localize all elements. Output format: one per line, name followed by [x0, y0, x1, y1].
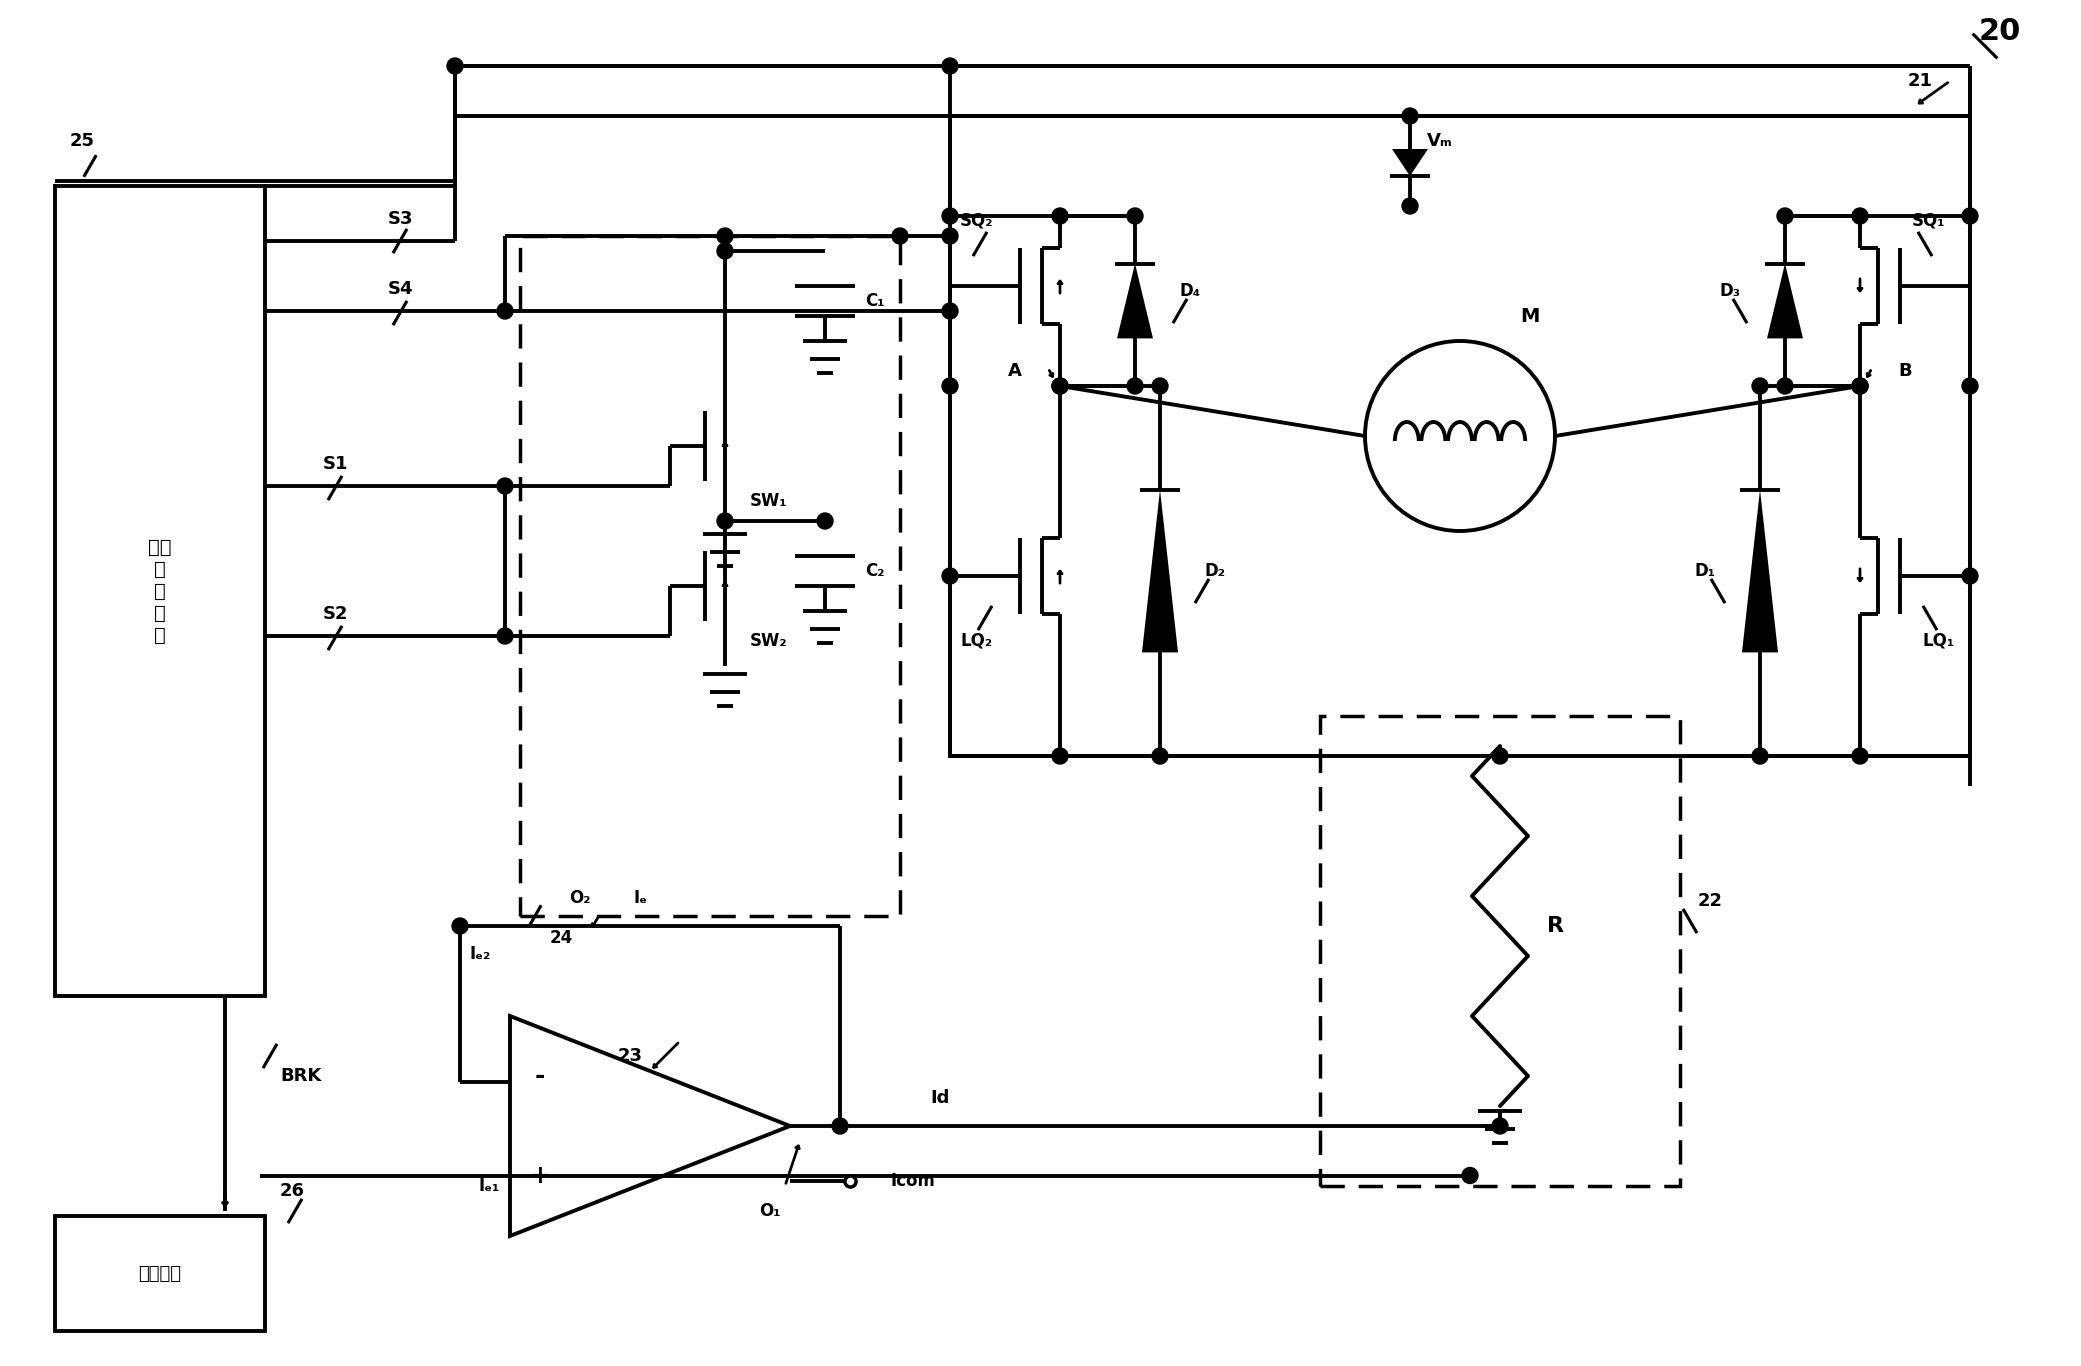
- Circle shape: [1752, 378, 1769, 393]
- Polygon shape: [1742, 489, 1777, 653]
- Text: D₄: D₄: [1180, 281, 1201, 301]
- Text: Icom: Icom: [891, 1172, 934, 1190]
- Circle shape: [1403, 198, 1417, 214]
- Text: BRK: BRK: [281, 1067, 320, 1085]
- Bar: [951, 116, 1971, 755]
- Text: SW₂: SW₂: [749, 632, 787, 650]
- Circle shape: [447, 57, 462, 74]
- Text: SW₁: SW₁: [749, 492, 787, 510]
- Polygon shape: [1117, 264, 1153, 339]
- Circle shape: [1752, 749, 1769, 764]
- Circle shape: [1053, 378, 1068, 393]
- Circle shape: [1777, 208, 1794, 224]
- Text: S1: S1: [323, 455, 348, 473]
- Polygon shape: [1767, 264, 1802, 339]
- Circle shape: [1852, 378, 1869, 393]
- Circle shape: [1053, 378, 1068, 393]
- Text: Id: Id: [930, 1089, 949, 1106]
- Text: 23: 23: [618, 1046, 643, 1065]
- Circle shape: [1153, 378, 1167, 393]
- Circle shape: [1463, 1168, 1478, 1183]
- Text: 21: 21: [1908, 72, 1933, 90]
- Circle shape: [1852, 749, 1869, 764]
- Text: O₁: O₁: [760, 1202, 780, 1220]
- Bar: [54, 1216, 264, 1330]
- Text: Iₑ₂: Iₑ₂: [470, 945, 491, 963]
- Text: S2: S2: [323, 605, 348, 623]
- Text: D₁: D₁: [1694, 561, 1715, 581]
- Circle shape: [1852, 208, 1869, 224]
- Text: D₂: D₂: [1205, 561, 1226, 581]
- Polygon shape: [1392, 149, 1428, 176]
- Text: S4: S4: [387, 280, 412, 298]
- Circle shape: [1962, 568, 1979, 585]
- Text: 20: 20: [1979, 16, 2021, 45]
- Circle shape: [818, 514, 832, 529]
- Text: +: +: [529, 1164, 551, 1188]
- Circle shape: [1777, 378, 1794, 393]
- Text: M: M: [1521, 306, 1540, 325]
- Circle shape: [1053, 208, 1068, 224]
- Text: S3: S3: [387, 210, 412, 228]
- Text: A: A: [1007, 362, 1022, 380]
- Bar: [54, 186, 264, 996]
- Text: LQ₁: LQ₁: [1923, 632, 1954, 650]
- Circle shape: [452, 918, 468, 934]
- Text: C₂: C₂: [866, 561, 884, 581]
- Circle shape: [718, 243, 733, 260]
- Circle shape: [893, 228, 907, 245]
- Text: Vₘ: Vₘ: [1428, 133, 1453, 150]
- Text: Iₑ: Iₑ: [633, 889, 647, 907]
- Circle shape: [1962, 378, 1979, 393]
- Text: R: R: [1546, 917, 1563, 936]
- Circle shape: [1403, 108, 1417, 124]
- Text: 制动电路: 制动电路: [139, 1265, 181, 1283]
- Circle shape: [497, 628, 514, 643]
- Circle shape: [1492, 1117, 1509, 1134]
- Circle shape: [832, 1117, 847, 1134]
- Bar: [1319, 716, 1679, 1186]
- Text: LQ₂: LQ₂: [959, 632, 993, 650]
- Text: D₃: D₃: [1719, 281, 1740, 301]
- Circle shape: [1128, 208, 1142, 224]
- Text: 状态
控
制
电
路: 状态 控 制 电 路: [148, 537, 173, 645]
- Circle shape: [943, 228, 957, 245]
- Text: SQ₁: SQ₁: [1912, 212, 1946, 229]
- Circle shape: [943, 57, 957, 74]
- Circle shape: [1962, 208, 1979, 224]
- Text: 24: 24: [549, 929, 572, 947]
- Circle shape: [718, 514, 733, 529]
- Bar: [520, 236, 899, 917]
- Circle shape: [943, 208, 957, 224]
- Text: SQ₂: SQ₂: [959, 212, 993, 229]
- Circle shape: [943, 568, 957, 585]
- Text: C₁: C₁: [866, 292, 884, 310]
- Text: O₂: O₂: [570, 889, 591, 907]
- Text: Iₑ₁: Iₑ₁: [479, 1177, 499, 1195]
- Circle shape: [943, 303, 957, 320]
- Circle shape: [718, 228, 733, 245]
- Text: 25: 25: [71, 133, 96, 150]
- Circle shape: [497, 303, 514, 320]
- Text: B: B: [1898, 362, 1912, 380]
- Circle shape: [1128, 378, 1142, 393]
- Circle shape: [1492, 749, 1509, 764]
- Circle shape: [943, 378, 957, 393]
- Text: 22: 22: [1698, 892, 1723, 910]
- Text: -: -: [535, 1064, 545, 1087]
- Circle shape: [497, 478, 514, 494]
- Circle shape: [1053, 749, 1068, 764]
- Text: 26: 26: [281, 1182, 306, 1199]
- Polygon shape: [1142, 489, 1178, 653]
- Circle shape: [1852, 378, 1869, 393]
- Circle shape: [1153, 749, 1167, 764]
